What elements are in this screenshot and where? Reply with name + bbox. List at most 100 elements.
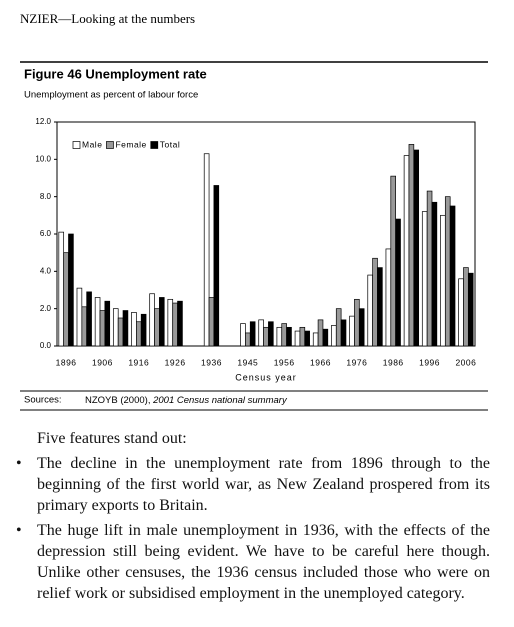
bar [76, 287, 83, 347]
bar [140, 313, 147, 347]
x-tick-label: 1996 [419, 357, 440, 367]
y-tick-label: 12.0 [35, 117, 51, 126]
legend-swatch [150, 141, 159, 149]
x-tick-label: 2006 [455, 357, 476, 367]
bar [154, 308, 160, 347]
bar [408, 144, 415, 347]
y-tick-label: 8.0 [40, 192, 52, 201]
bar [312, 332, 319, 347]
bar [358, 308, 365, 347]
bar [440, 214, 446, 347]
bar [99, 310, 106, 347]
sources: NZOYB (2000), 2001 Census national summa… [85, 395, 288, 406]
bar [322, 328, 329, 347]
bar [372, 257, 378, 347]
chart-title: Figure 46 Unemployment rate [24, 66, 207, 81]
legend-label: Female [115, 139, 146, 149]
bar [167, 298, 174, 347]
legend-swatch [72, 141, 81, 149]
x-tick-label: 1976 [346, 357, 367, 367]
x-tick-label: 1986 [383, 357, 404, 367]
bar [390, 175, 396, 347]
sources-text: NZOYB (2000), [85, 395, 153, 406]
bar [463, 267, 469, 347]
sources-label: Sources: [24, 395, 62, 406]
bar [413, 149, 420, 347]
bar [117, 317, 124, 347]
bar [136, 321, 142, 347]
bar [449, 205, 456, 347]
bar [340, 319, 347, 347]
page-header: NZIER—Looking at the numbers [20, 11, 195, 26]
y-tick-label: 10.0 [35, 154, 51, 163]
bar [286, 326, 292, 347]
bar [467, 272, 474, 347]
bar [426, 190, 433, 347]
x-tick-label: 1945 [237, 357, 258, 367]
bar [177, 300, 183, 347]
bar [203, 153, 210, 347]
bar [299, 326, 306, 347]
bar [431, 201, 438, 347]
bar [294, 330, 301, 347]
bar [245, 332, 251, 347]
bar [304, 330, 310, 347]
bar [385, 248, 392, 347]
y-tick-label: 2.0 [40, 304, 52, 313]
bar [335, 308, 342, 347]
bar [331, 325, 337, 347]
bullet: The huge lift in male unemployment in 19… [16, 520, 490, 604]
bar [208, 297, 215, 347]
y-tick-label: 6.0 [40, 229, 52, 238]
y-tick-label: 0.0 [40, 341, 52, 350]
sources-italic: 2001 Census national summary [152, 395, 288, 406]
bar [63, 252, 69, 347]
bar [131, 312, 137, 347]
bar [263, 326, 269, 347]
chart-subtitle: Unemployment as percent of labour force [24, 90, 198, 101]
bullet: The decline in the unemployment rate fro… [16, 453, 490, 516]
y-tick-label: 4.0 [40, 266, 52, 275]
bar [249, 321, 256, 347]
bar [444, 196, 451, 347]
x-tick-label: 1906 [92, 357, 113, 367]
bar [349, 315, 355, 347]
x-tick-label: 1916 [128, 357, 149, 367]
x-tick-label: 1926 [165, 357, 186, 367]
bar [112, 308, 119, 347]
x-tick-label: 1936 [201, 357, 222, 367]
bar [94, 297, 101, 347]
bar [81, 306, 88, 347]
bar [377, 267, 383, 347]
bar [367, 274, 373, 347]
chart: NZIER—Looking at the numbers Figure 46 U… [20, 11, 488, 411]
x-tick-label: 1966 [310, 357, 331, 367]
legend-label: Male [82, 139, 102, 149]
bar [213, 185, 220, 347]
bar [240, 323, 246, 347]
bar [458, 278, 464, 347]
bar [68, 233, 74, 347]
bar [268, 321, 274, 347]
bar [58, 231, 65, 347]
x-tick-label: 1956 [274, 357, 295, 367]
x-axis-label: Census year [235, 372, 297, 382]
bar [149, 293, 155, 347]
bar [122, 310, 129, 347]
bar [317, 319, 324, 347]
bar [403, 155, 410, 347]
bar [258, 319, 264, 347]
bar [354, 298, 360, 347]
bar [86, 291, 92, 347]
intro: Five features stand out: [37, 430, 187, 447]
bar [104, 300, 111, 347]
bar [159, 297, 165, 347]
legend-label: Total [160, 139, 180, 149]
bar [172, 302, 178, 347]
bar [395, 218, 401, 347]
legend-swatch [106, 141, 114, 149]
bar [421, 211, 428, 347]
bar [276, 326, 283, 347]
bar [281, 323, 287, 347]
